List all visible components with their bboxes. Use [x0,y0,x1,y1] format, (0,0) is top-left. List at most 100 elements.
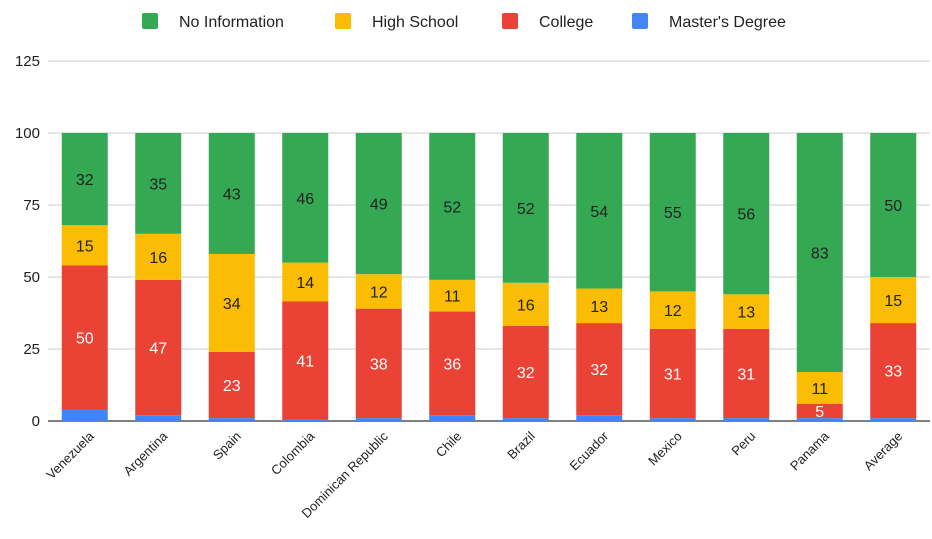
bar-average-no-information [870,133,917,277]
data-label-ecuador-no-information: 54 [590,204,608,221]
data-label-dominican-republic-no-information: 49 [370,197,388,214]
data-label-panama-high-school: 11 [811,381,828,398]
data-label-spain-high-school: 34 [223,296,241,313]
data-label-colombia-high-school: 14 [296,275,314,292]
data-label-argentina-no-information: 35 [149,176,167,193]
x-tick-label-venezuela: Venezuela [43,428,97,482]
bar-panama-high-school [796,372,843,404]
data-label-argentina-high-school: 16 [149,250,167,267]
legend: No Information High School College Master's… [142,13,786,31]
bar-venezuela-high-school [61,225,108,266]
bar-chile-master-s-degree [429,415,476,421]
legend-swatch-high-school [335,13,351,29]
data-label-chile-college: 36 [443,356,461,373]
bar-brazil-high-school [502,282,549,326]
data-label-ecuador-high-school: 13 [590,299,608,316]
bar-mexico-no-information [649,133,696,292]
bar-ecuador-college [576,323,623,416]
data-label-argentina-college: 47 [149,341,167,358]
y-axis: 0 25 50 75 100 125 [15,53,40,430]
y-tick-label-50: 50 [23,269,40,286]
y-tick-label-125: 125 [15,53,40,70]
bar-venezuela-master-s-degree [61,409,108,421]
data-label-brazil-no-information: 52 [517,201,535,218]
bar-peru-master-s-degree [723,418,770,421]
bar-panama-college [796,403,843,419]
bar-argentina-college [135,279,182,416]
bar-argentina-high-school [135,233,182,280]
x-tick-label-peru: Peru [728,429,758,459]
legend-swatch-college [502,13,518,29]
bar-dominican-republic-master-s-degree [355,418,402,421]
legend-swatch-master-s-degree [632,13,648,29]
bar-ecuador-no-information [576,133,623,289]
bar-colombia-master-s-degree [282,419,329,421]
bar-colombia-no-information [282,133,329,263]
x-tick-label-average: Average [861,429,906,474]
bar-venezuela-no-information [61,133,108,226]
x-tick-label-argentina: Argentina [120,428,171,479]
data-label-panama-college: 5 [815,404,824,421]
data-label-average-high-school: 15 [884,293,902,310]
bar-brazil-master-s-degree [502,418,549,421]
legend-label-college: College [539,14,593,31]
data-labels: 50 15 32 47 16 35 23 34 43 41 14 46 38 12 49 36 11 52 32 16… [76,172,902,421]
data-label-dominican-republic-high-school: 12 [370,284,388,301]
bar-spain-college [208,351,255,419]
gridlines [48,60,930,422]
x-tick-label-panama: Panama [787,428,832,473]
bar-colombia-high-school [282,262,329,302]
data-label-mexico-college: 31 [664,366,682,383]
x-tick-label-mexico: Mexico [645,429,685,469]
data-label-venezuela-college: 50 [76,330,94,347]
bar-average-college [870,323,917,419]
data-label-peru-no-information: 56 [737,207,755,224]
bar-colombia-college [282,301,329,420]
bar-panama-no-information [796,133,843,373]
data-label-average-no-information: 50 [884,198,902,215]
bar-chile-high-school [429,279,476,312]
bar-peru-no-information [723,133,770,295]
data-label-ecuador-college: 32 [590,362,608,379]
bar-spain-no-information [208,133,255,254]
bar-dominican-republic-high-school [355,274,402,309]
bar-dominican-republic-college [355,308,402,419]
data-label-peru-high-school: 13 [737,305,755,322]
bar-chile-college [429,311,476,416]
legend-label-no-information: No Information [179,14,284,31]
y-tick-label-75: 75 [23,197,40,214]
bar-argentina-no-information [135,133,182,234]
bar-ecuador-high-school [576,288,623,324]
data-label-chile-no-information: 52 [443,199,461,216]
x-tick-label-chile: Chile [433,429,465,461]
y-tick-label-25: 25 [23,341,40,358]
legend-label-master-s-degree: Master's Degree [669,14,786,31]
data-label-spain-college: 23 [223,378,241,395]
bar-venezuela-college [61,265,108,410]
bar-chile-no-information [429,133,476,280]
x-tick-label-ecuador: Ecuador [567,428,612,473]
data-label-mexico-high-school: 12 [664,303,682,320]
legend-label-high-school: High School [372,14,458,31]
x-tick-label-colombia: Colombia [268,428,318,478]
bar-mexico-master-s-degree [649,418,696,421]
data-label-peru-college: 31 [737,366,755,383]
bar-spain-master-s-degree [208,418,255,421]
data-label-venezuela-no-information: 32 [76,172,94,189]
data-label-chile-high-school: 11 [444,289,461,306]
data-label-panama-no-information: 83 [811,246,829,263]
data-label-mexico-no-information: 55 [664,205,682,222]
data-label-brazil-high-school: 16 [517,297,535,314]
bar-average-high-school [870,277,917,324]
data-label-average-college: 33 [884,364,902,381]
data-label-colombia-college: 41 [296,354,314,371]
bar-brazil-college [502,325,549,419]
bar-spain-high-school [208,253,255,352]
bar-average-master-s-degree [870,418,917,421]
bar-panama-master-s-degree [796,418,843,421]
data-label-spain-no-information: 43 [223,186,241,203]
y-tick-label-0: 0 [32,413,40,430]
bar-peru-high-school [723,294,770,329]
data-label-dominican-republic-college: 38 [370,356,388,373]
